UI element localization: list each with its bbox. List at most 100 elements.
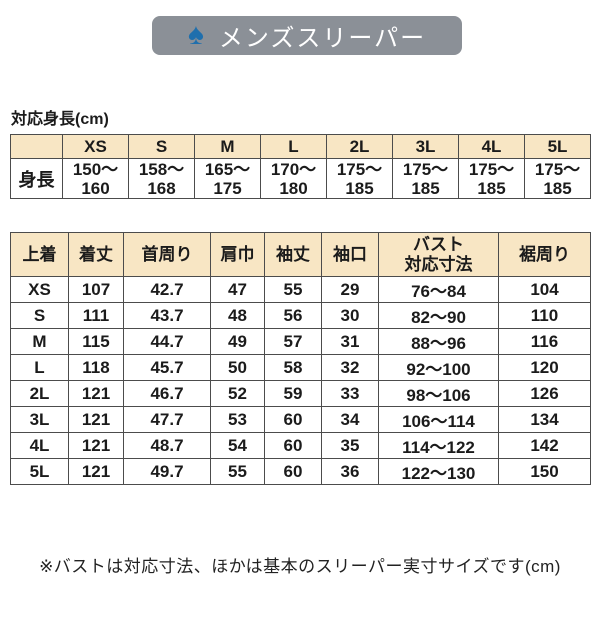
size-table-row: XS 107 42.7 47 55 29 76〜84 104 [10,276,591,303]
product-title: メンズスリーパー [218,25,427,52]
size-label-cell: L [10,354,69,381]
measurement-cell: 116 [498,328,591,355]
measurement-cell: 48 [210,302,265,329]
height-table: XS S M L 2L 3L 4L 5L 身長 150〜 160 158〜 168 165〜 175 170〜… [10,134,591,199]
size-col-header: L [260,134,327,159]
footnote: ※バストは対応寸法、ほかは基本のスリーパー実寸サイズです(cm) [39,557,561,576]
size-label-cell: 2L [10,380,69,407]
measurement-cell: 60 [264,458,322,485]
size-label-cell: M [10,328,69,355]
measurement-cell: 50 [210,354,265,381]
size-table-header-row: 上着 着丈 首周り 肩巾 袖丈 袖口 バスト 対応寸法 裾周り [10,232,591,277]
measurement-cell: 126 [498,380,591,407]
height-table-data-row: 身長 150〜 160 158〜 168 165〜 175 170〜 180 175〜 185 175… [10,158,591,199]
measurement-cell: 43.7 [123,302,211,329]
size-table-row: 2L 121 46.7 52 59 33 98〜106 126 [10,380,591,407]
size-table-row: 5L 121 49.7 55 60 36 122〜130 150 [10,458,591,485]
size-table-col-header: 首周り [123,232,211,277]
measurement-cell: 49.7 [123,458,211,485]
measurement-cell: 88〜96 [378,328,499,355]
size-label-cell: 3L [10,406,69,433]
size-table-row: M 115 44.7 49 57 31 88〜96 116 [10,328,591,355]
measurement-cell: 82〜90 [378,302,499,329]
size-col-header: XS [62,134,129,159]
size-col-header: 3L [392,134,459,159]
measurement-cell: 30 [321,302,379,329]
size-table-col-header: バスト 対応寸法 [378,232,499,277]
height-range-cell: 158〜 168 [128,158,195,199]
measurement-cell: 49 [210,328,265,355]
measurement-cell: 54 [210,432,265,459]
measurement-cell: 107 [68,276,124,303]
size-table-row: L 118 45.7 50 58 32 92〜100 120 [10,354,591,381]
measurement-cell: 33 [321,380,379,407]
measurement-cell: 104 [498,276,591,303]
measurement-cell: 52 [210,380,265,407]
size-table: 上着 着丈 首周り 肩巾 袖丈 袖口 バスト 対応寸法 裾周り XS 107 42.7 47 55 29 76… [10,232,591,485]
measurement-cell: 120 [498,354,591,381]
height-table-header-row: XS S M L 2L 3L 4L 5L [10,134,591,159]
measurement-cell: 121 [68,458,124,485]
height-range-cell: 175〜 185 [524,158,591,199]
measurement-cell: 60 [264,406,322,433]
height-table-title: 対応身長(cm) [11,111,109,128]
size-col-header: 2L [326,134,393,159]
measurement-cell: 45.7 [123,354,211,381]
size-table-col-header: 肩巾 [210,232,265,277]
size-table-col-header: 袖丈 [264,232,322,277]
height-range-cell: 170〜 180 [260,158,327,199]
measurement-cell: 121 [68,380,124,407]
height-range-cell: 150〜 160 [62,158,129,199]
size-col-header: M [194,134,261,159]
size-table-row: 4L 121 48.7 54 60 35 114〜122 142 [10,432,591,459]
height-range-cell: 175〜 185 [392,158,459,199]
measurement-cell: 115 [68,328,124,355]
measurement-cell: 60 [264,432,322,459]
size-label-cell: XS [10,276,69,303]
height-range-cell: 175〜 185 [458,158,525,199]
measurement-cell: 35 [321,432,379,459]
measurement-cell: 57 [264,328,322,355]
measurement-cell: 32 [321,354,379,381]
measurement-cell: 150 [498,458,591,485]
measurement-cell: 29 [321,276,379,303]
measurement-cell: 55 [210,458,265,485]
measurement-cell: 134 [498,406,591,433]
measurement-cell: 48.7 [123,432,211,459]
measurement-cell: 36 [321,458,379,485]
size-label-cell: 5L [10,458,69,485]
size-table-row: S 111 43.7 48 56 30 82〜90 110 [10,302,591,329]
size-col-header: 4L [458,134,525,159]
product-title-badge: ♠ メンズスリーパー [152,16,462,55]
size-label-cell: 4L [10,432,69,459]
measurement-cell: 47 [210,276,265,303]
measurement-cell: 118 [68,354,124,381]
measurement-cell: 31 [321,328,379,355]
measurement-cell: 42.7 [123,276,211,303]
measurement-cell: 92〜100 [378,354,499,381]
size-col-header: S [128,134,195,159]
measurement-cell: 76〜84 [378,276,499,303]
size-table-col-header: 着丈 [68,232,124,277]
size-col-header: 5L [524,134,591,159]
measurement-cell: 122〜130 [378,458,499,485]
measurement-cell: 44.7 [123,328,211,355]
corner-cell [10,134,63,159]
measurement-cell: 110 [498,302,591,329]
measurement-cell: 59 [264,380,322,407]
measurement-cell: 121 [68,432,124,459]
measurement-cell: 56 [264,302,322,329]
size-table-col-header: 袖口 [321,232,379,277]
height-range-cell: 165〜 175 [194,158,261,199]
size-table-col-header: 上着 [10,232,69,277]
height-row-label: 身長 [10,158,63,199]
measurement-cell: 121 [68,406,124,433]
height-range-cell: 175〜 185 [326,158,393,199]
size-table-col-header: 裾周り [498,232,591,277]
measurement-cell: 47.7 [123,406,211,433]
measurement-cell: 142 [498,432,591,459]
measurement-cell: 55 [264,276,322,303]
measurement-cell: 106〜114 [378,406,499,433]
size-label-cell: S [10,302,69,329]
measurement-cell: 58 [264,354,322,381]
